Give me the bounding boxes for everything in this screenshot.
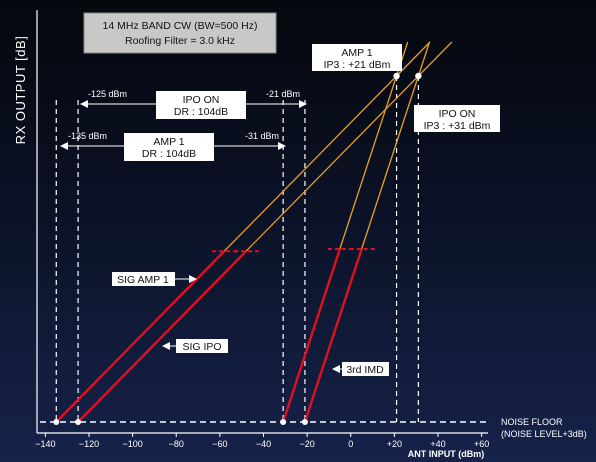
chart-subtitle: Roofing Filter = 3.0 kHz (125, 35, 235, 47)
series-lines (53, 41, 453, 425)
x-tick-label: −120 (79, 439, 99, 449)
range-amp1-box (124, 133, 214, 161)
x-tick-label: −40 (256, 439, 271, 449)
noise-floor-sublabel: (NOISE LEVEL+3dB) (501, 429, 587, 439)
range-ipo-line2: DR : 104dB (174, 106, 228, 118)
range-amp1-arrow-right (278, 142, 286, 150)
callout-sig-amp1: SIG AMP 1 (117, 274, 169, 286)
x-tick-label: +40 (430, 439, 445, 449)
series-line (281, 248, 341, 423)
ip3-amp1-box (312, 44, 402, 71)
ip3-amp1-line2: IP3 : +21 dBm (324, 59, 391, 71)
ip3-point (415, 72, 422, 80)
range-ipo-box (156, 91, 246, 119)
ip3-ipo-line2: IP3 : +31 dBm (424, 120, 491, 132)
range-ipo-line1: IPO ON (183, 94, 220, 106)
callout-imd: 3rd IMD (346, 364, 384, 376)
x-tick-label: −140 (35, 439, 55, 449)
x-tick-label: −80 (169, 439, 184, 449)
range-amp1-left-label: -135 dBm (68, 131, 107, 141)
range-amp1-arrow-left (60, 142, 68, 150)
chart-title: 14 MHz BAND CW (BW=500 Hz) (103, 20, 258, 32)
callout-sig-amp1-box (112, 272, 175, 286)
range-ipo-right-label: -21 dBm (266, 89, 300, 99)
x-tick-label: −60 (212, 439, 227, 449)
callout-imd-box (342, 362, 389, 376)
ip3-amp1-line1: AMP 1 (341, 47, 372, 59)
y-axis-label: RX OUTPUT [dB] (13, 36, 28, 145)
series-start-point (53, 419, 60, 425)
range-amp1-line1: AMP 1 (153, 136, 184, 148)
range-ipo-arrow-right (299, 100, 307, 108)
callout-imd-arrowhead (332, 365, 340, 373)
range-ipo-arrow-left (80, 100, 88, 108)
x-tick-label: +20 (387, 439, 402, 449)
ip3-point (393, 72, 400, 80)
series-start-point (301, 419, 308, 425)
ip3-ipo-line1: IPO ON (439, 108, 476, 120)
range-amp1-line2: DR : 104dB (142, 148, 196, 160)
noise-floor-label: NOISE FLOOR (501, 417, 563, 427)
x-tick-label: +60 (474, 439, 489, 449)
ip3-ipo-box (414, 105, 500, 132)
series-extrapolation (223, 41, 431, 252)
series-start-point (280, 419, 287, 425)
range-amp1-right-label: -31 dBm (245, 131, 279, 141)
callout-sig-ipo-box (176, 339, 228, 353)
x-tick-label: 0 (348, 439, 353, 449)
series-line (55, 250, 226, 423)
callout-sig-amp1-arrowhead (189, 275, 197, 283)
x-ticks: −140 −120 −100 −80 −60 −40 −20 0 +20 +40 +60 (35, 433, 489, 449)
title-box (83, 12, 277, 54)
guide-lines (55, 76, 419, 422)
x-tick-label: −100 (122, 439, 142, 449)
series-line (303, 248, 363, 423)
range-amp1: AMP 1 DR : 104dB -135 dBm -31 dBm (60, 131, 286, 161)
range-ipo: IPO ON DR : 104dB -125 dBm -21 dBm (80, 89, 307, 119)
callout-sig-ipo-arrowhead (162, 342, 170, 350)
series-start-point (75, 419, 82, 425)
x-tick-label: −20 (299, 439, 314, 449)
callout-sig-ipo: SIG IPO (182, 341, 221, 353)
range-ipo-left-label: -125 dBm (88, 89, 127, 99)
series-line (77, 250, 247, 423)
x-axis-label: ANT INPUT (dBm) (408, 449, 485, 459)
